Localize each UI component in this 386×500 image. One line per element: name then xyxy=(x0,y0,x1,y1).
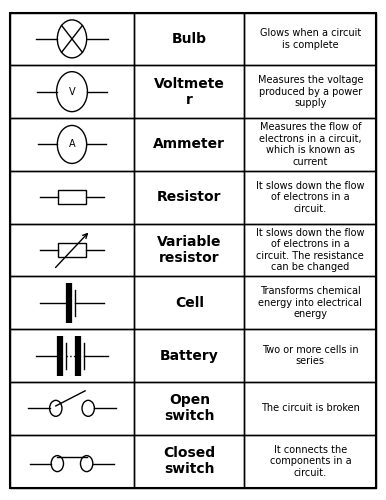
Bar xyxy=(10,118,134,171)
Bar xyxy=(134,12,244,66)
Bar xyxy=(58,190,86,204)
Bar xyxy=(10,329,134,382)
Text: Ammeter: Ammeter xyxy=(153,138,225,151)
Bar xyxy=(10,171,134,224)
Bar xyxy=(134,434,244,488)
Bar xyxy=(10,382,134,434)
Bar xyxy=(134,224,244,276)
Text: V: V xyxy=(69,86,75,97)
Bar xyxy=(134,329,244,382)
Text: Two or more cells in
series: Two or more cells in series xyxy=(262,345,359,366)
Text: Transforms chemical
energy into electrical
energy: Transforms chemical energy into electric… xyxy=(258,286,362,320)
Text: Open
switch: Open switch xyxy=(164,393,215,424)
Text: Measures the voltage
produced by a power
supply: Measures the voltage produced by a power… xyxy=(257,75,363,108)
Text: Bulb: Bulb xyxy=(172,32,207,46)
Text: Battery: Battery xyxy=(160,348,219,362)
Bar xyxy=(134,66,244,118)
Text: It slows down the flow
of electrons in a
circuit.: It slows down the flow of electrons in a… xyxy=(256,180,365,214)
Bar xyxy=(244,434,376,488)
Text: Measures the flow of
electrons in a circuit,
which is known as
current: Measures the flow of electrons in a circ… xyxy=(259,122,362,167)
Bar xyxy=(244,66,376,118)
Text: Cell: Cell xyxy=(175,296,204,310)
Bar xyxy=(10,434,134,488)
Bar xyxy=(58,243,86,257)
Bar xyxy=(244,382,376,434)
Bar xyxy=(134,171,244,224)
Bar xyxy=(10,12,134,66)
Bar xyxy=(134,118,244,171)
Text: A: A xyxy=(69,140,75,149)
Bar xyxy=(134,276,244,329)
Bar xyxy=(10,276,134,329)
Text: The circuit is broken: The circuit is broken xyxy=(261,404,360,413)
Bar xyxy=(244,118,376,171)
Text: It connects the
components in a
circuit.: It connects the components in a circuit. xyxy=(269,444,351,478)
Text: Closed
switch: Closed switch xyxy=(163,446,215,476)
Bar xyxy=(134,382,244,434)
Bar xyxy=(244,171,376,224)
Text: Voltmete
r: Voltmete r xyxy=(154,76,225,107)
Text: Variable
resistor: Variable resistor xyxy=(157,235,222,265)
Text: Resistor: Resistor xyxy=(157,190,222,204)
Bar xyxy=(10,66,134,118)
Text: Glows when a circuit
is complete: Glows when a circuit is complete xyxy=(260,28,361,50)
Bar xyxy=(10,224,134,276)
Bar xyxy=(244,12,376,66)
Text: It slows down the flow
of electrons in a
circuit. The resistance
can be changed: It slows down the flow of electrons in a… xyxy=(256,228,365,272)
Bar xyxy=(244,329,376,382)
Bar xyxy=(244,224,376,276)
Bar xyxy=(244,276,376,329)
